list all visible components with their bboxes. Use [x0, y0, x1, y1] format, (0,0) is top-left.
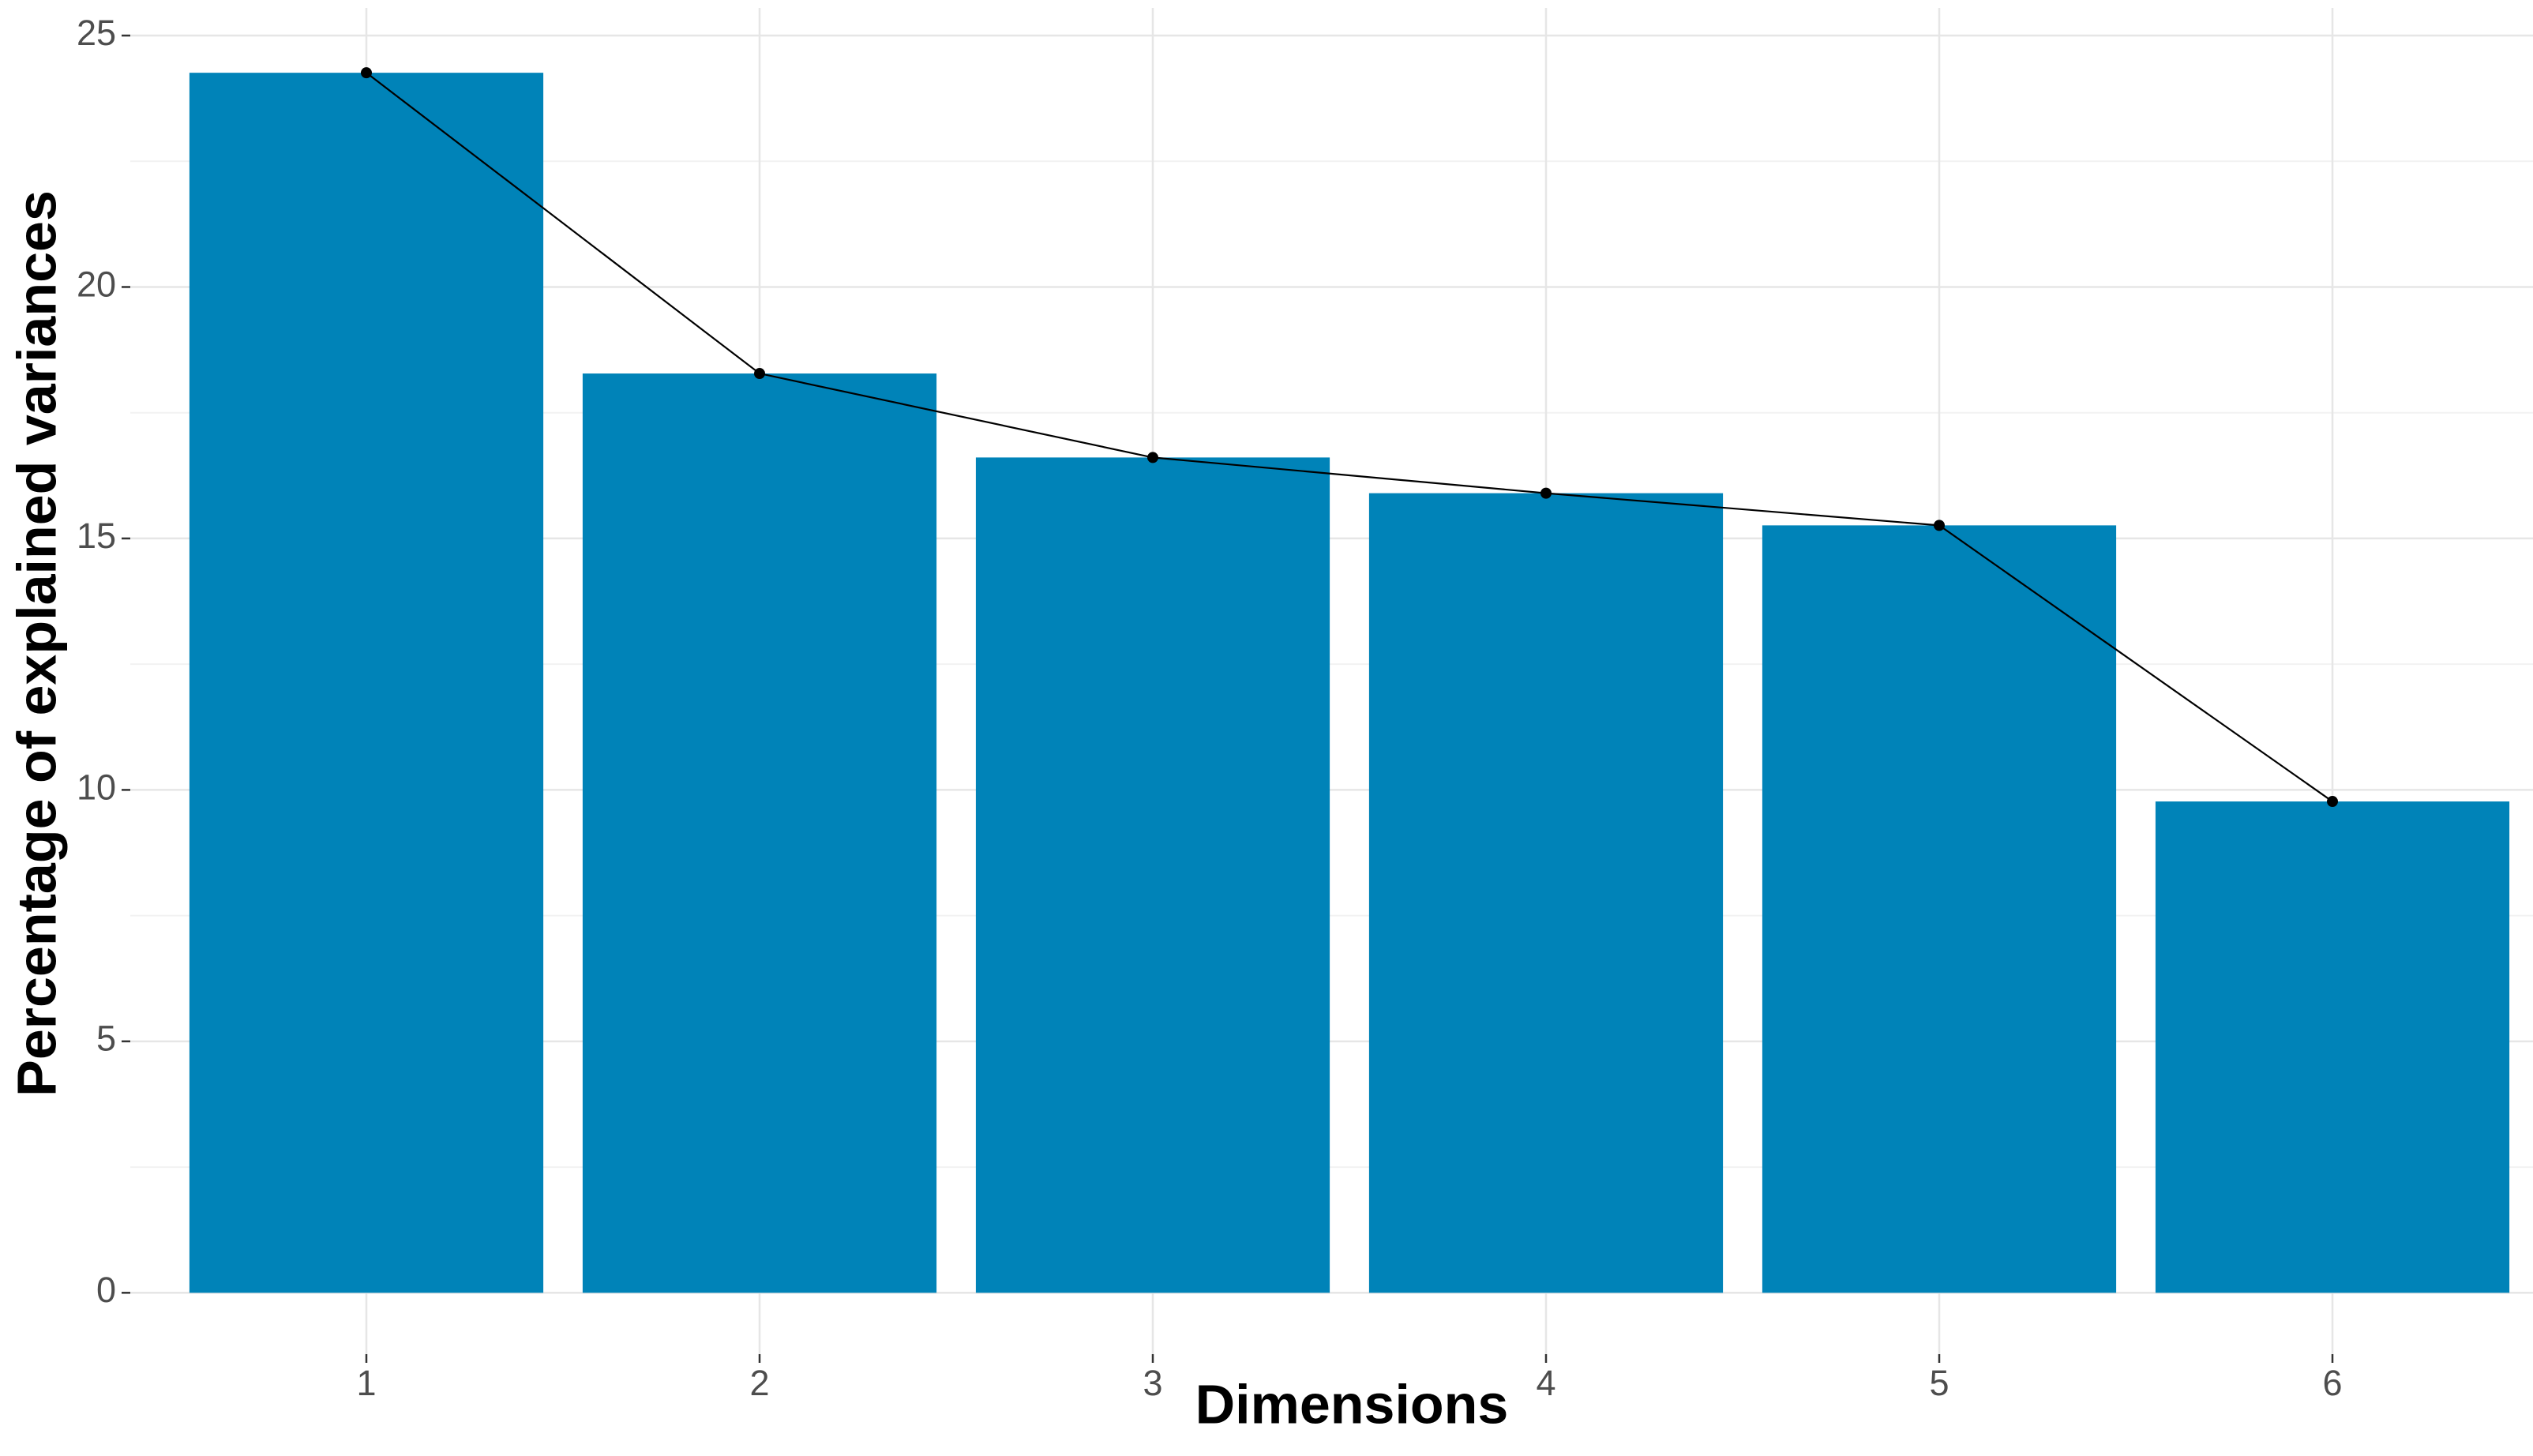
- y-tick-label: 25: [77, 13, 116, 53]
- y-tick-label: 20: [77, 264, 116, 304]
- bar: [1368, 493, 1724, 1293]
- y-axis-title: Percentage of explained variances: [6, 190, 67, 1097]
- y-tick-label: 15: [77, 516, 116, 556]
- x-tick-label: 1: [356, 1363, 376, 1403]
- point: [1934, 520, 1945, 531]
- point: [1540, 487, 1552, 499]
- bar: [2155, 801, 2510, 1293]
- y-tick-label: 10: [77, 767, 116, 807]
- y-tick-label: 0: [96, 1270, 116, 1310]
- bar: [189, 73, 544, 1293]
- x-tick-label: 2: [749, 1363, 769, 1403]
- x-tick-label: 3: [1143, 1363, 1162, 1403]
- x-tick-label: 5: [1929, 1363, 1949, 1403]
- point: [1147, 452, 1158, 463]
- point: [2327, 796, 2338, 808]
- x-axis-title: Dimensions: [1195, 1373, 1509, 1435]
- x-tick-label: 6: [2322, 1363, 2342, 1403]
- x-tick-label: 4: [1536, 1363, 1555, 1403]
- y-tick-label: 5: [96, 1019, 116, 1059]
- point: [361, 67, 372, 79]
- bar: [975, 457, 1330, 1293]
- bar: [582, 373, 937, 1293]
- line: [366, 72, 2333, 802]
- point: [754, 368, 765, 380]
- bar: [1762, 525, 2117, 1293]
